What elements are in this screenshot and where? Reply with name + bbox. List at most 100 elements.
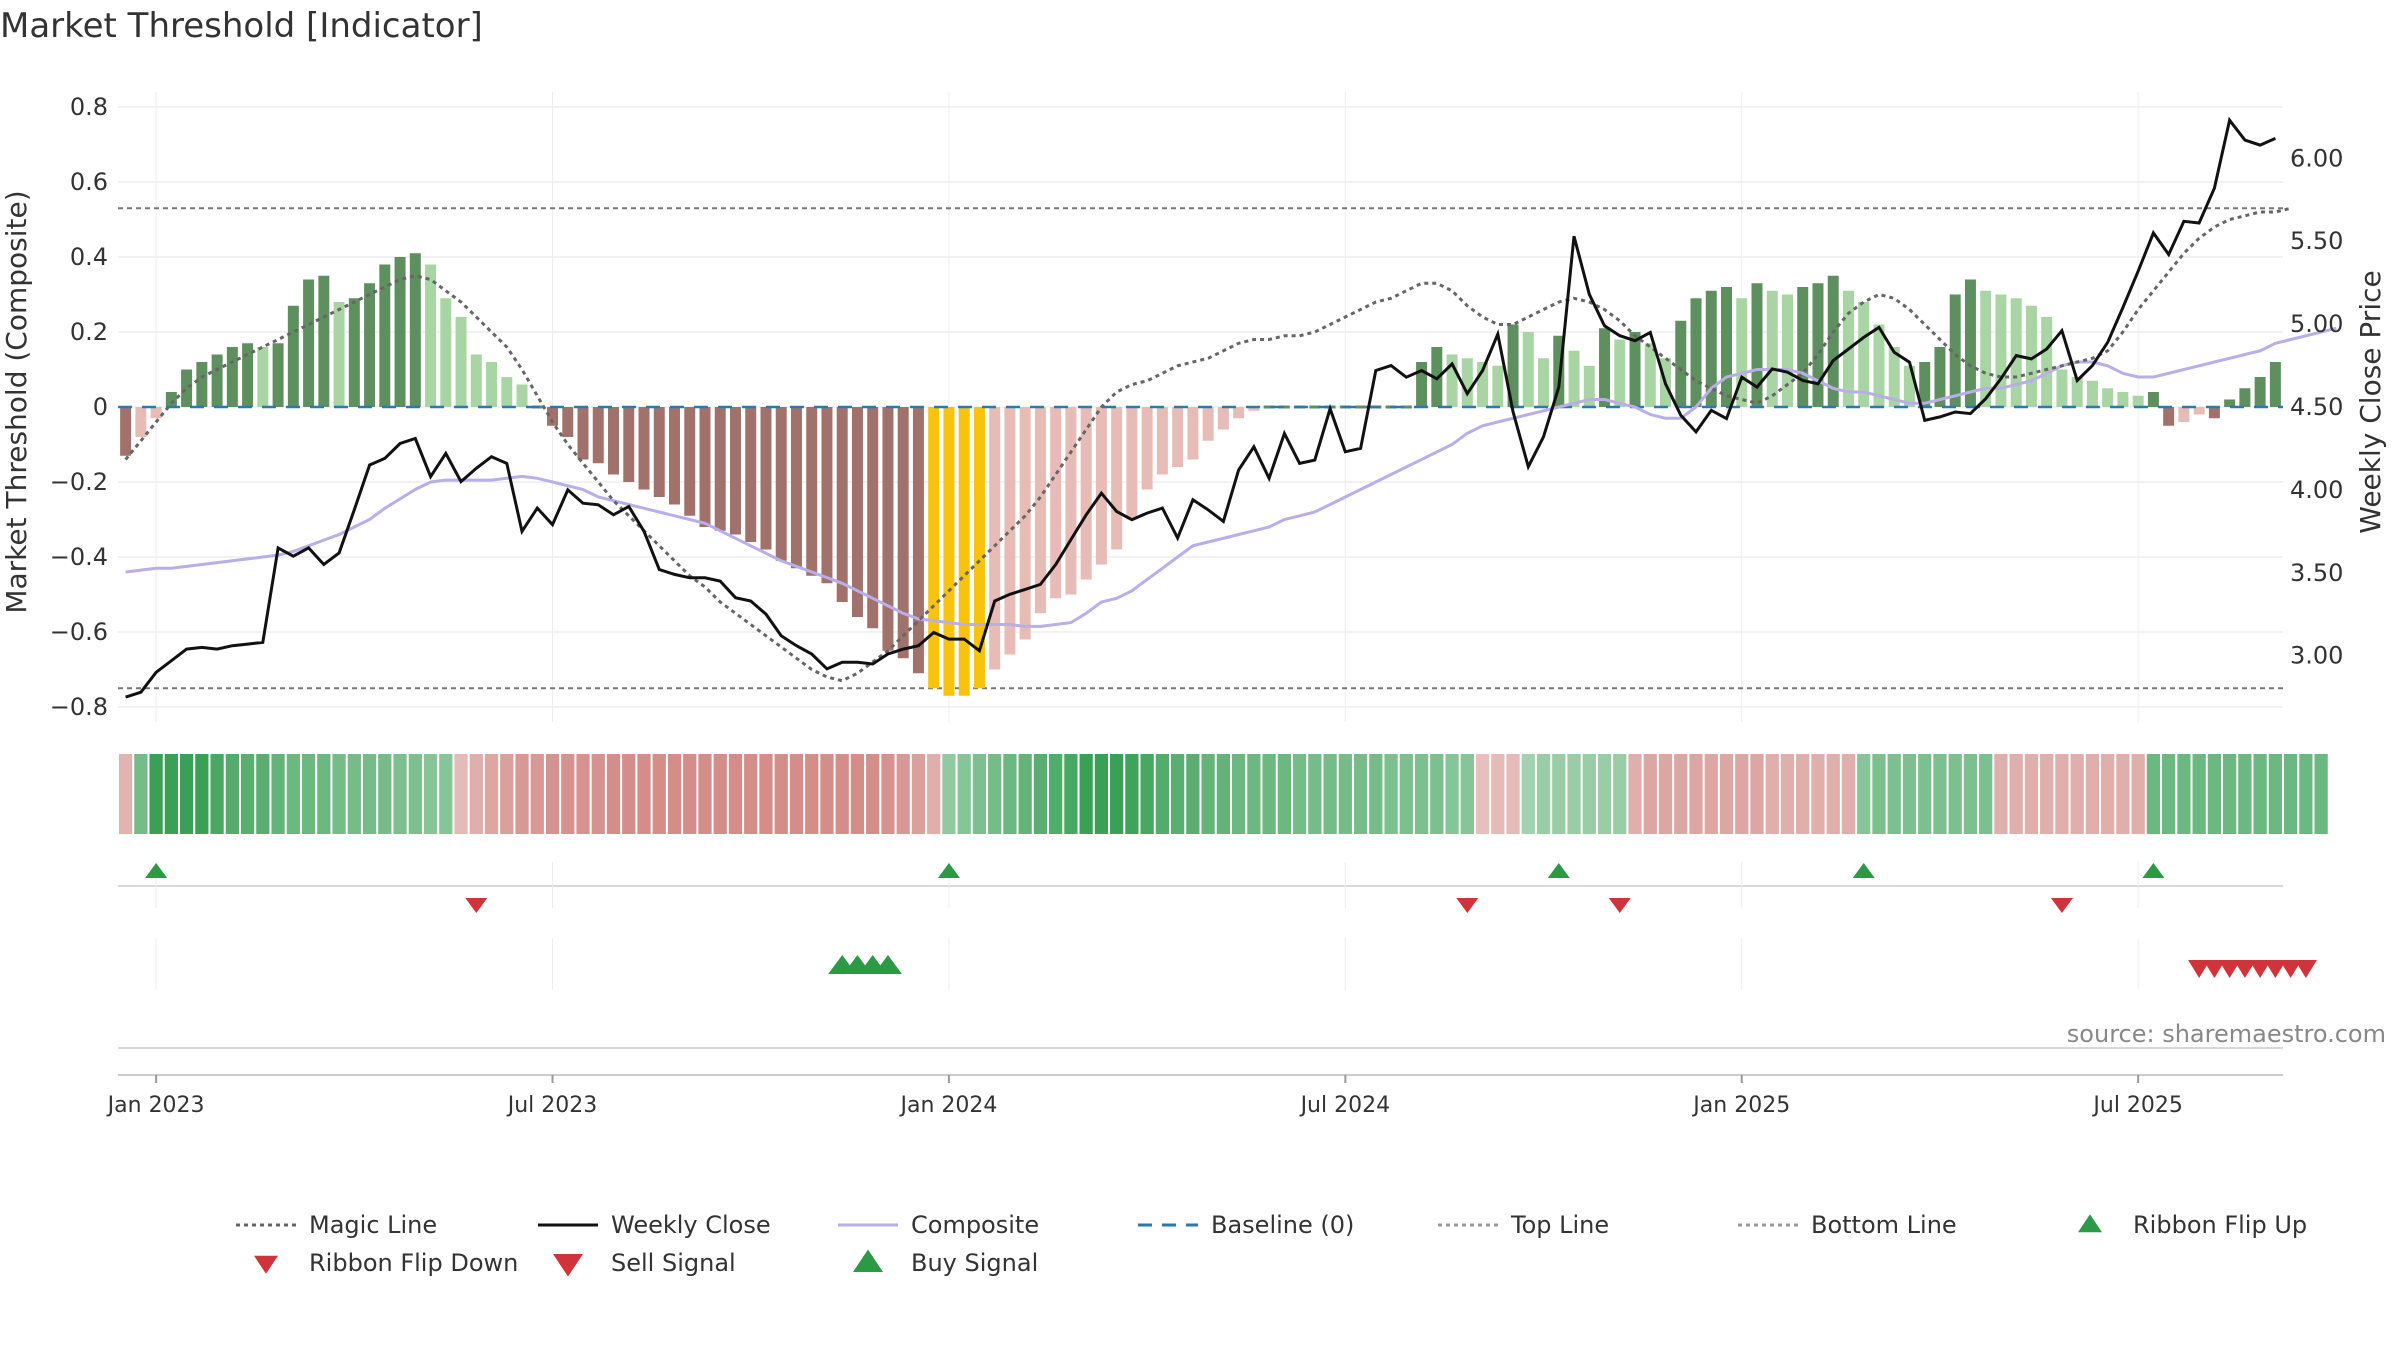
- left-tick-label: −0.4: [50, 543, 108, 571]
- ribbon-cell: [698, 754, 712, 834]
- ribbon-cell: [1872, 754, 1886, 834]
- signal-panel: [118, 955, 2317, 1049]
- composite-bar: [897, 407, 909, 659]
- ribbon-strip: [119, 754, 2328, 834]
- composite-bar: [2132, 395, 2144, 407]
- composite-bar: [425, 264, 437, 407]
- ribbon-cell: [637, 754, 651, 834]
- composite-bar: [1736, 298, 1748, 407]
- ribbon-cell: [469, 754, 483, 834]
- composite-bar: [1004, 407, 1016, 655]
- ribbon-cell: [286, 754, 300, 834]
- ribbon-cell: [972, 754, 987, 834]
- composite-bar: [2071, 377, 2083, 407]
- composite-bar: [1172, 407, 1184, 467]
- composite-bar: [729, 407, 741, 535]
- composite-bar: [912, 407, 924, 674]
- source-note: source: sharemaestro.com: [2067, 1020, 2386, 1048]
- legend-label: Weekly Close: [611, 1211, 771, 1239]
- ribbon-cell: [317, 754, 331, 834]
- ribbon-cell: [2101, 754, 2115, 834]
- composite-bar: [1751, 283, 1763, 407]
- composite-bar: [181, 369, 193, 407]
- composite-bar: [592, 407, 604, 464]
- composite-bar: [699, 407, 711, 527]
- ribbon-cell: [1171, 754, 1185, 834]
- ribbon-cell: [1186, 754, 1200, 834]
- composite-bar: [806, 407, 818, 576]
- ribbon-cell: [119, 754, 133, 834]
- legend-label: Ribbon Flip Down: [309, 1249, 518, 1277]
- sell-signal-marker: [2264, 960, 2287, 978]
- ribbon-flip-down-marker: [1608, 898, 1631, 913]
- composite-bar: [1461, 358, 1473, 407]
- ribbon-cell: [2268, 754, 2282, 834]
- composite-bar: [1782, 294, 1793, 407]
- ribbon-cell: [1979, 754, 1993, 834]
- composite-bar: [2086, 380, 2098, 407]
- ribbon-cell: [1338, 754, 1352, 834]
- ribbon-cell: [1658, 754, 1673, 834]
- composite-bar: [1644, 343, 1656, 407]
- ribbon-cell: [606, 754, 621, 834]
- legend-item: Buy Signal: [853, 1249, 1038, 1277]
- composite-bar: [958, 407, 970, 696]
- ribbon-cell: [820, 754, 834, 834]
- right-tick-label: 3.50: [2290, 559, 2343, 587]
- sell-signal-marker: [2203, 960, 2226, 978]
- ribbon-cell: [576, 754, 590, 834]
- composite-bar: [516, 384, 528, 407]
- composite-bar: [1888, 347, 1900, 407]
- legend-label: Composite: [911, 1211, 1039, 1239]
- composite-bar: [486, 362, 498, 407]
- composite-bar: [1034, 407, 1046, 614]
- ribbon-cell: [240, 754, 255, 834]
- ribbon-cell: [1125, 754, 1139, 834]
- left-tick-label: −0.8: [50, 693, 108, 721]
- ribbon-cell: [2162, 754, 2176, 834]
- composite-bar: [653, 407, 665, 497]
- ribbon-flip-up-marker: [145, 863, 168, 878]
- ribbon-cell: [2284, 754, 2298, 834]
- sell-signal-marker: [2294, 960, 2317, 978]
- composite-bar: [196, 362, 208, 407]
- ribbon-cell: [1536, 754, 1551, 834]
- composite-bar: [303, 279, 315, 407]
- right-tick-label: 5.50: [2290, 227, 2343, 255]
- ribbon-cell: [271, 754, 285, 834]
- date-tick-label: Jul 2025: [2091, 1093, 2183, 1118]
- composite-bar: [1629, 332, 1641, 407]
- ribbon-cell: [835, 754, 849, 834]
- composite-bar: [2117, 392, 2129, 407]
- ribbon-cell: [652, 754, 666, 834]
- ribbon-cell: [515, 754, 529, 834]
- ribbon-cell: [1674, 754, 1688, 834]
- ribbon-cell: [1887, 754, 1901, 834]
- composite-bar: [2041, 317, 2053, 407]
- ribbon-cell: [332, 754, 346, 834]
- composite-bar: [684, 407, 696, 516]
- ribbon-cell: [1826, 754, 1840, 834]
- ribbon-cell: [881, 754, 895, 834]
- composite-bar: [394, 257, 406, 407]
- right-tick-label: 6.00: [2290, 144, 2343, 172]
- composite-bar: [760, 407, 772, 550]
- composite-bar: [1065, 407, 1077, 595]
- legend-label: Bottom Line: [1811, 1211, 1957, 1239]
- composite-bar: [470, 354, 482, 407]
- composite-bar: [1477, 362, 1489, 407]
- main-plot: 0.8 0.6 0.4 0.2 0 −0.2 −0.4 −0.6 −0.8 6.00 5.50 5.…: [0, 92, 2387, 722]
- ribbon-cell: [408, 754, 422, 834]
- ribbon-cell: [2024, 754, 2039, 834]
- ribbon-flip-panel: [118, 862, 2283, 990]
- ribbon-cell: [713, 754, 727, 834]
- ribbon-cell: [744, 754, 758, 834]
- ribbon-cell: [362, 754, 377, 834]
- ribbon-cell: [134, 754, 148, 834]
- composite-bar: [989, 407, 1001, 670]
- ribbon-cell: [2131, 754, 2145, 834]
- sell-signal-marker: [2249, 960, 2272, 978]
- ribbon-cell: [1140, 754, 1154, 834]
- composite-bar: [1599, 328, 1611, 407]
